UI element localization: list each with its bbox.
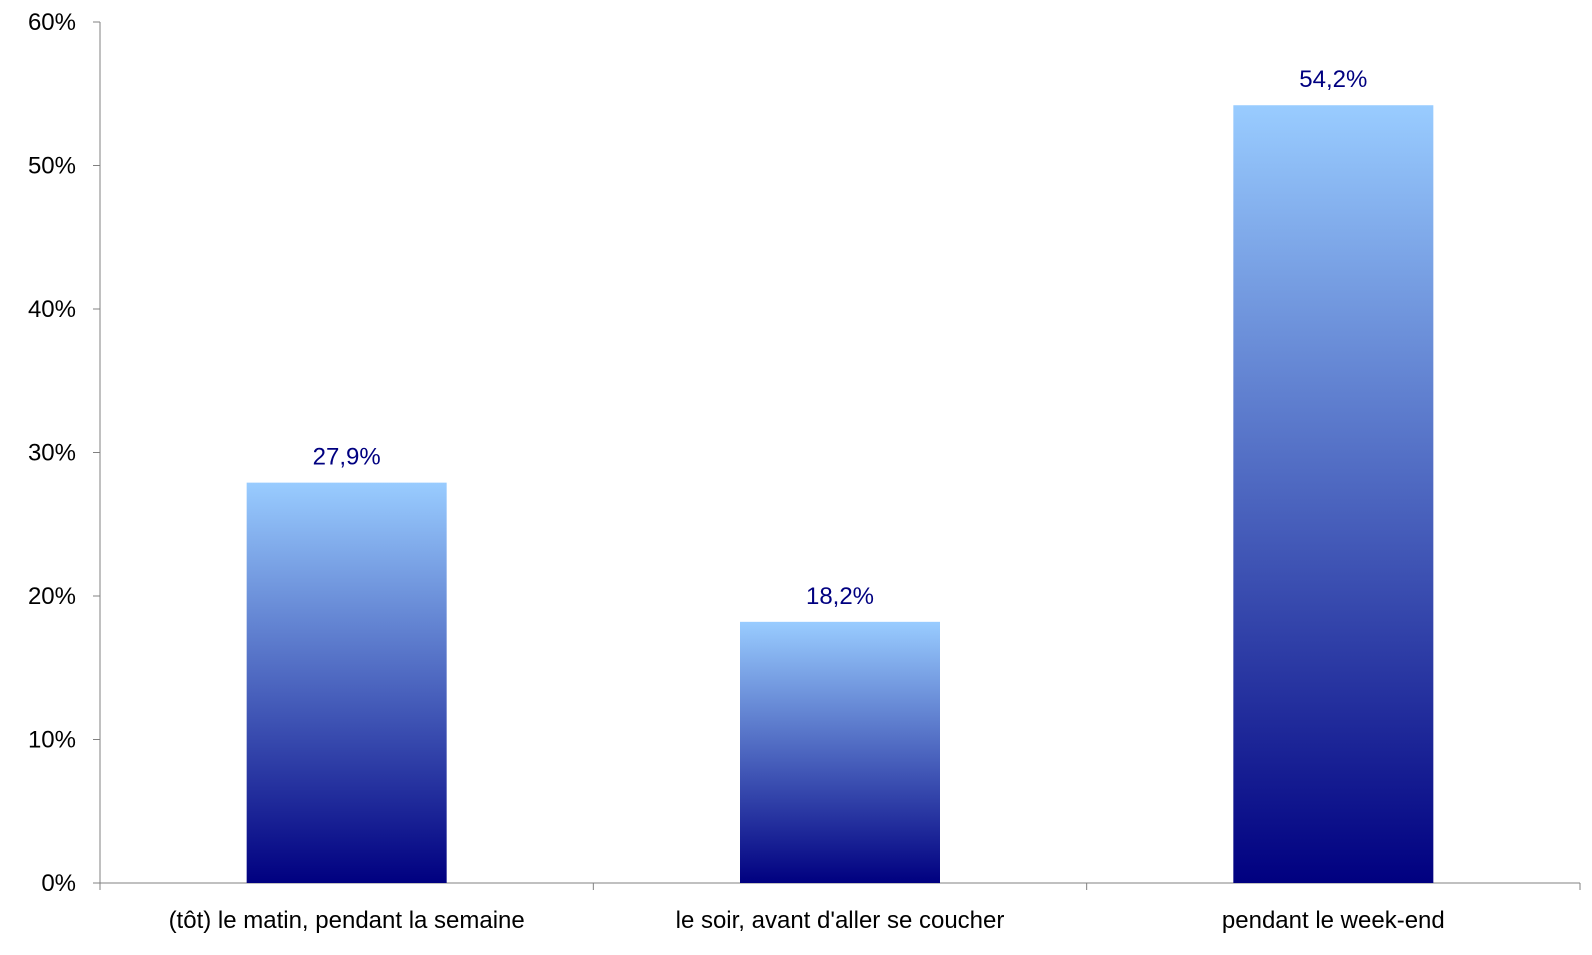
y-tick-label: 40% [28, 296, 76, 323]
y-tick-label: 30% [28, 440, 76, 467]
labels-layer: 0% 10% 20% 30% 40% 50% 60% 27,9% (tôt) le matin,… [28, 9, 1445, 934]
y-tick-label: 10% [28, 727, 76, 754]
bar [1233, 105, 1434, 884]
bar [246, 482, 447, 883]
data-label: 54,2% [1299, 66, 1367, 93]
y-tick-label: 50% [28, 153, 76, 180]
x-category-label: le soir, avant d'aller se coucher [676, 907, 1005, 934]
y-tick-label: 60% [28, 9, 76, 36]
y-tick-label: 0% [41, 870, 76, 897]
bars-layer [246, 105, 1434, 884]
x-category-label: (tôt) le matin, pendant la semaine [169, 907, 525, 934]
bar [740, 621, 940, 883]
data-label: 18,2% [806, 583, 874, 610]
x-category-label: pendant le week-end [1222, 907, 1445, 934]
data-label: 27,9% [313, 444, 381, 471]
y-tick-label: 20% [28, 583, 76, 610]
